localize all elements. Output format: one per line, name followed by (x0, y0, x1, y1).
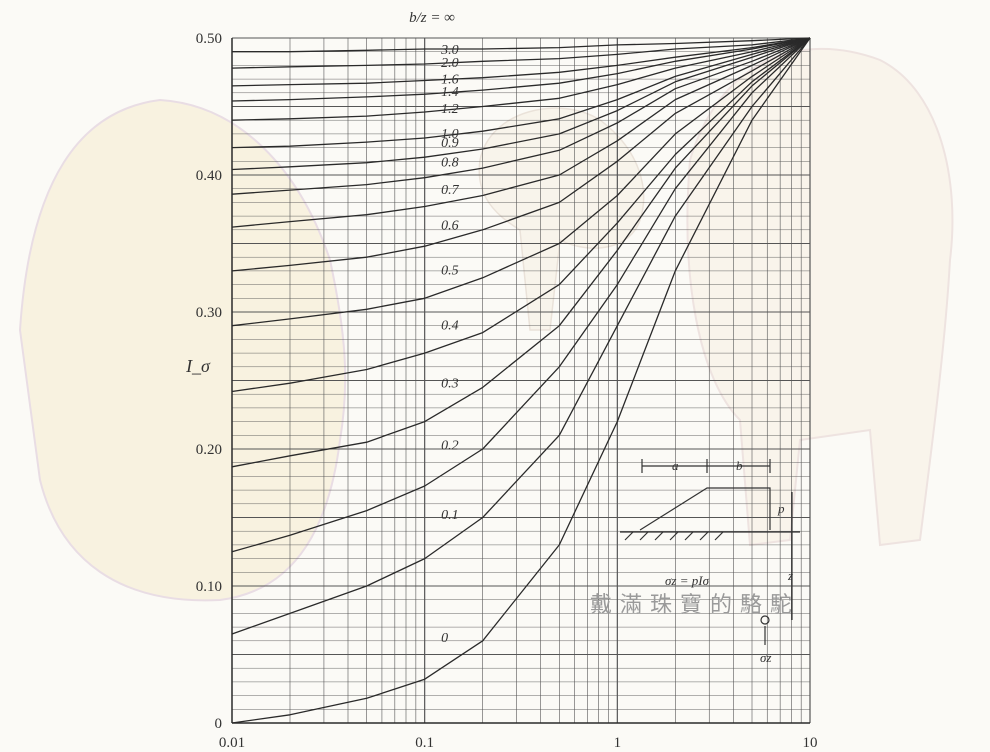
background-illustration (18, 47, 954, 602)
series-line (231, 37, 811, 149)
series-label: 0.5 (441, 264, 459, 279)
inset-label-sigma: σz (760, 650, 771, 665)
series-label: 0.9 (441, 136, 459, 151)
series-label: 1.6 (441, 72, 459, 87)
series-line (231, 37, 811, 724)
inset-label-a: a (672, 458, 679, 473)
series-label: 2.0 (441, 56, 459, 71)
camel-head-illustration (478, 107, 645, 331)
series-label: 1.4 (441, 85, 459, 100)
watermark: 戴滿珠寶的駱駝 (590, 593, 800, 618)
x-tick-label: 0.1 (415, 735, 434, 751)
curve-labels: 0 0.1 0.2 0.3 0.4 0.5 0.6 0.7 0.8 0.91.0 1.2 1.41.6… (440, 43, 460, 646)
series-label: 0 (441, 631, 448, 646)
pharaoh-mask-illustration (18, 98, 347, 602)
series-line (231, 37, 811, 393)
inset-formula: σz = pIσ (665, 573, 710, 588)
series-label: 0.4 (441, 318, 459, 333)
inset-label-b: b (736, 458, 743, 473)
camel-illustration (686, 47, 954, 547)
series-label: 0.8 (441, 155, 459, 170)
series-line (231, 37, 811, 228)
inset-label-z: z (787, 568, 793, 583)
y-axis-label: I_σ (185, 356, 211, 376)
series-label: 0.3 (441, 376, 459, 391)
x-tick-label: 0.01 (219, 735, 245, 751)
series-line (231, 37, 811, 195)
series-line (232, 37, 811, 53)
series-line (231, 37, 811, 102)
y-tick-label: 0.30 (196, 305, 222, 321)
series-label: 3.0 (440, 43, 459, 58)
series-label: 0.2 (441, 439, 459, 454)
series-line (231, 37, 811, 171)
series-line (231, 37, 811, 468)
curves (231, 37, 811, 724)
grid (231, 37, 811, 724)
y-tick-label: 0.40 (196, 168, 222, 184)
series-label: 0.1 (441, 508, 459, 523)
series-line (231, 37, 811, 69)
series-line (231, 37, 811, 87)
series-label: 0.7 (441, 183, 460, 198)
x-tick-label: 1 (614, 735, 622, 751)
series-line (231, 37, 811, 121)
inset-label-p: p (777, 501, 785, 516)
series-line (231, 37, 811, 553)
y-tick-label: 0 (215, 716, 223, 732)
inset-load-shape (639, 487, 771, 531)
load-diagram-inset (620, 459, 800, 645)
series-line (231, 37, 811, 635)
series-label: 1.0 (441, 127, 459, 142)
series-line (231, 37, 811, 272)
inset-hatch (624, 531, 724, 541)
inset-point (760, 615, 770, 625)
y-tick-label: 0.20 (196, 442, 222, 458)
chart-title: b/z = ∞ (409, 10, 455, 26)
series-line (231, 37, 811, 327)
y-tick-label: 0.10 (196, 579, 222, 595)
x-tick-label: 10 (803, 735, 818, 751)
series-label: 1.2 (441, 102, 459, 117)
y-tick-label: 0.50 (196, 31, 222, 47)
series-label: 0.6 (441, 219, 459, 234)
